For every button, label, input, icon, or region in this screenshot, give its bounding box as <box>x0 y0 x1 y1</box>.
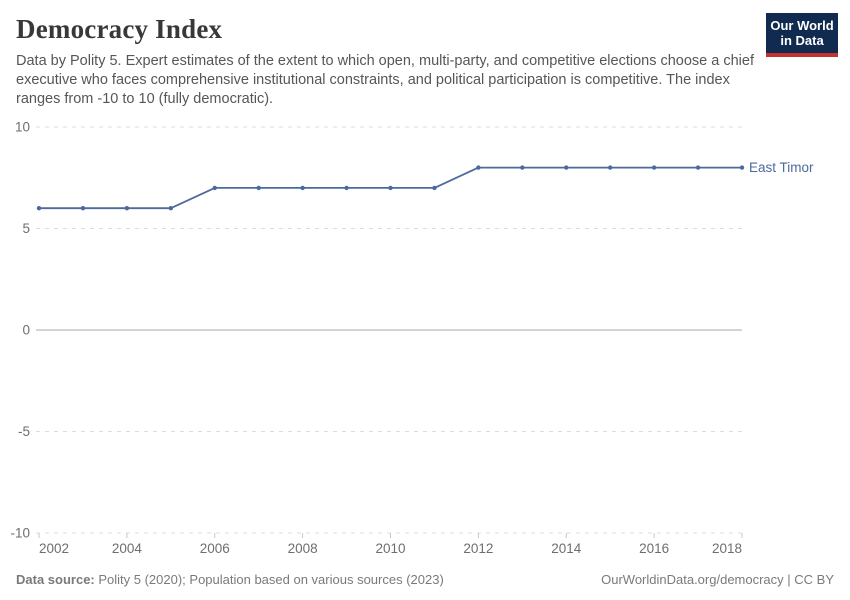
x-axis-tick-label: 2002 <box>39 541 69 556</box>
data-point[interactable] <box>80 206 86 211</box>
data-point[interactable] <box>564 165 569 170</box>
data-point[interactable] <box>300 185 305 191</box>
x-axis-tick-label: 2008 <box>288 541 318 556</box>
data-point[interactable] <box>432 185 437 191</box>
x-axis-tick-label: 2014 <box>551 541 582 556</box>
x-axis-tick-label: 2012 <box>463 541 493 556</box>
data-source-note: Data source: Polity 5 (2020); Population… <box>16 572 444 587</box>
owid-logo-line2: in Data <box>780 33 824 49</box>
y-axis-tick-label: -5 <box>18 424 30 439</box>
data-point[interactable] <box>739 165 745 170</box>
x-axis-tick-label: 2016 <box>639 541 669 556</box>
data-point[interactable] <box>388 185 393 191</box>
y-axis-tick-label: -10 <box>10 526 30 541</box>
series-end-label[interactable]: East Timor <box>749 160 814 175</box>
data-point[interactable] <box>256 185 261 191</box>
x-axis-tick-label: 2006 <box>200 541 230 556</box>
owid-logo-line1: Our World <box>770 18 834 33</box>
data-point[interactable] <box>476 165 481 170</box>
y-axis-tick-label: 5 <box>22 221 30 236</box>
data-point[interactable] <box>651 165 657 170</box>
data-point[interactable] <box>124 206 130 211</box>
data-point[interactable] <box>607 165 613 170</box>
chart-footer: Data source: Polity 5 (2020); Population… <box>16 572 834 587</box>
data-point[interactable] <box>168 206 174 211</box>
owid-attribution-link[interactable]: OurWorldinData.org/democracy | CC BY <box>601 572 834 587</box>
data-source-text: Polity 5 (2020); Population based on var… <box>94 572 444 587</box>
y-axis-tick-label: 10 <box>15 120 30 135</box>
data-point[interactable] <box>212 185 217 191</box>
data-point[interactable] <box>520 165 525 170</box>
owid-logo[interactable]: Our World in Data <box>766 13 838 57</box>
x-axis-tick-label: 2010 <box>375 541 405 556</box>
data-point[interactable] <box>36 206 42 211</box>
data-point[interactable] <box>344 185 349 191</box>
data-point[interactable] <box>695 165 701 170</box>
page-title: Democracy Index <box>16 14 223 44</box>
chart-subtitle: Data by Polity 5. Expert estimates of th… <box>16 53 754 108</box>
y-axis-tick-label: 0 <box>22 323 30 338</box>
x-axis-tick-label: 2018 <box>712 541 742 556</box>
data-source-label: Data source: <box>16 572 95 587</box>
x-axis-tick-label: 2004 <box>112 541 143 556</box>
